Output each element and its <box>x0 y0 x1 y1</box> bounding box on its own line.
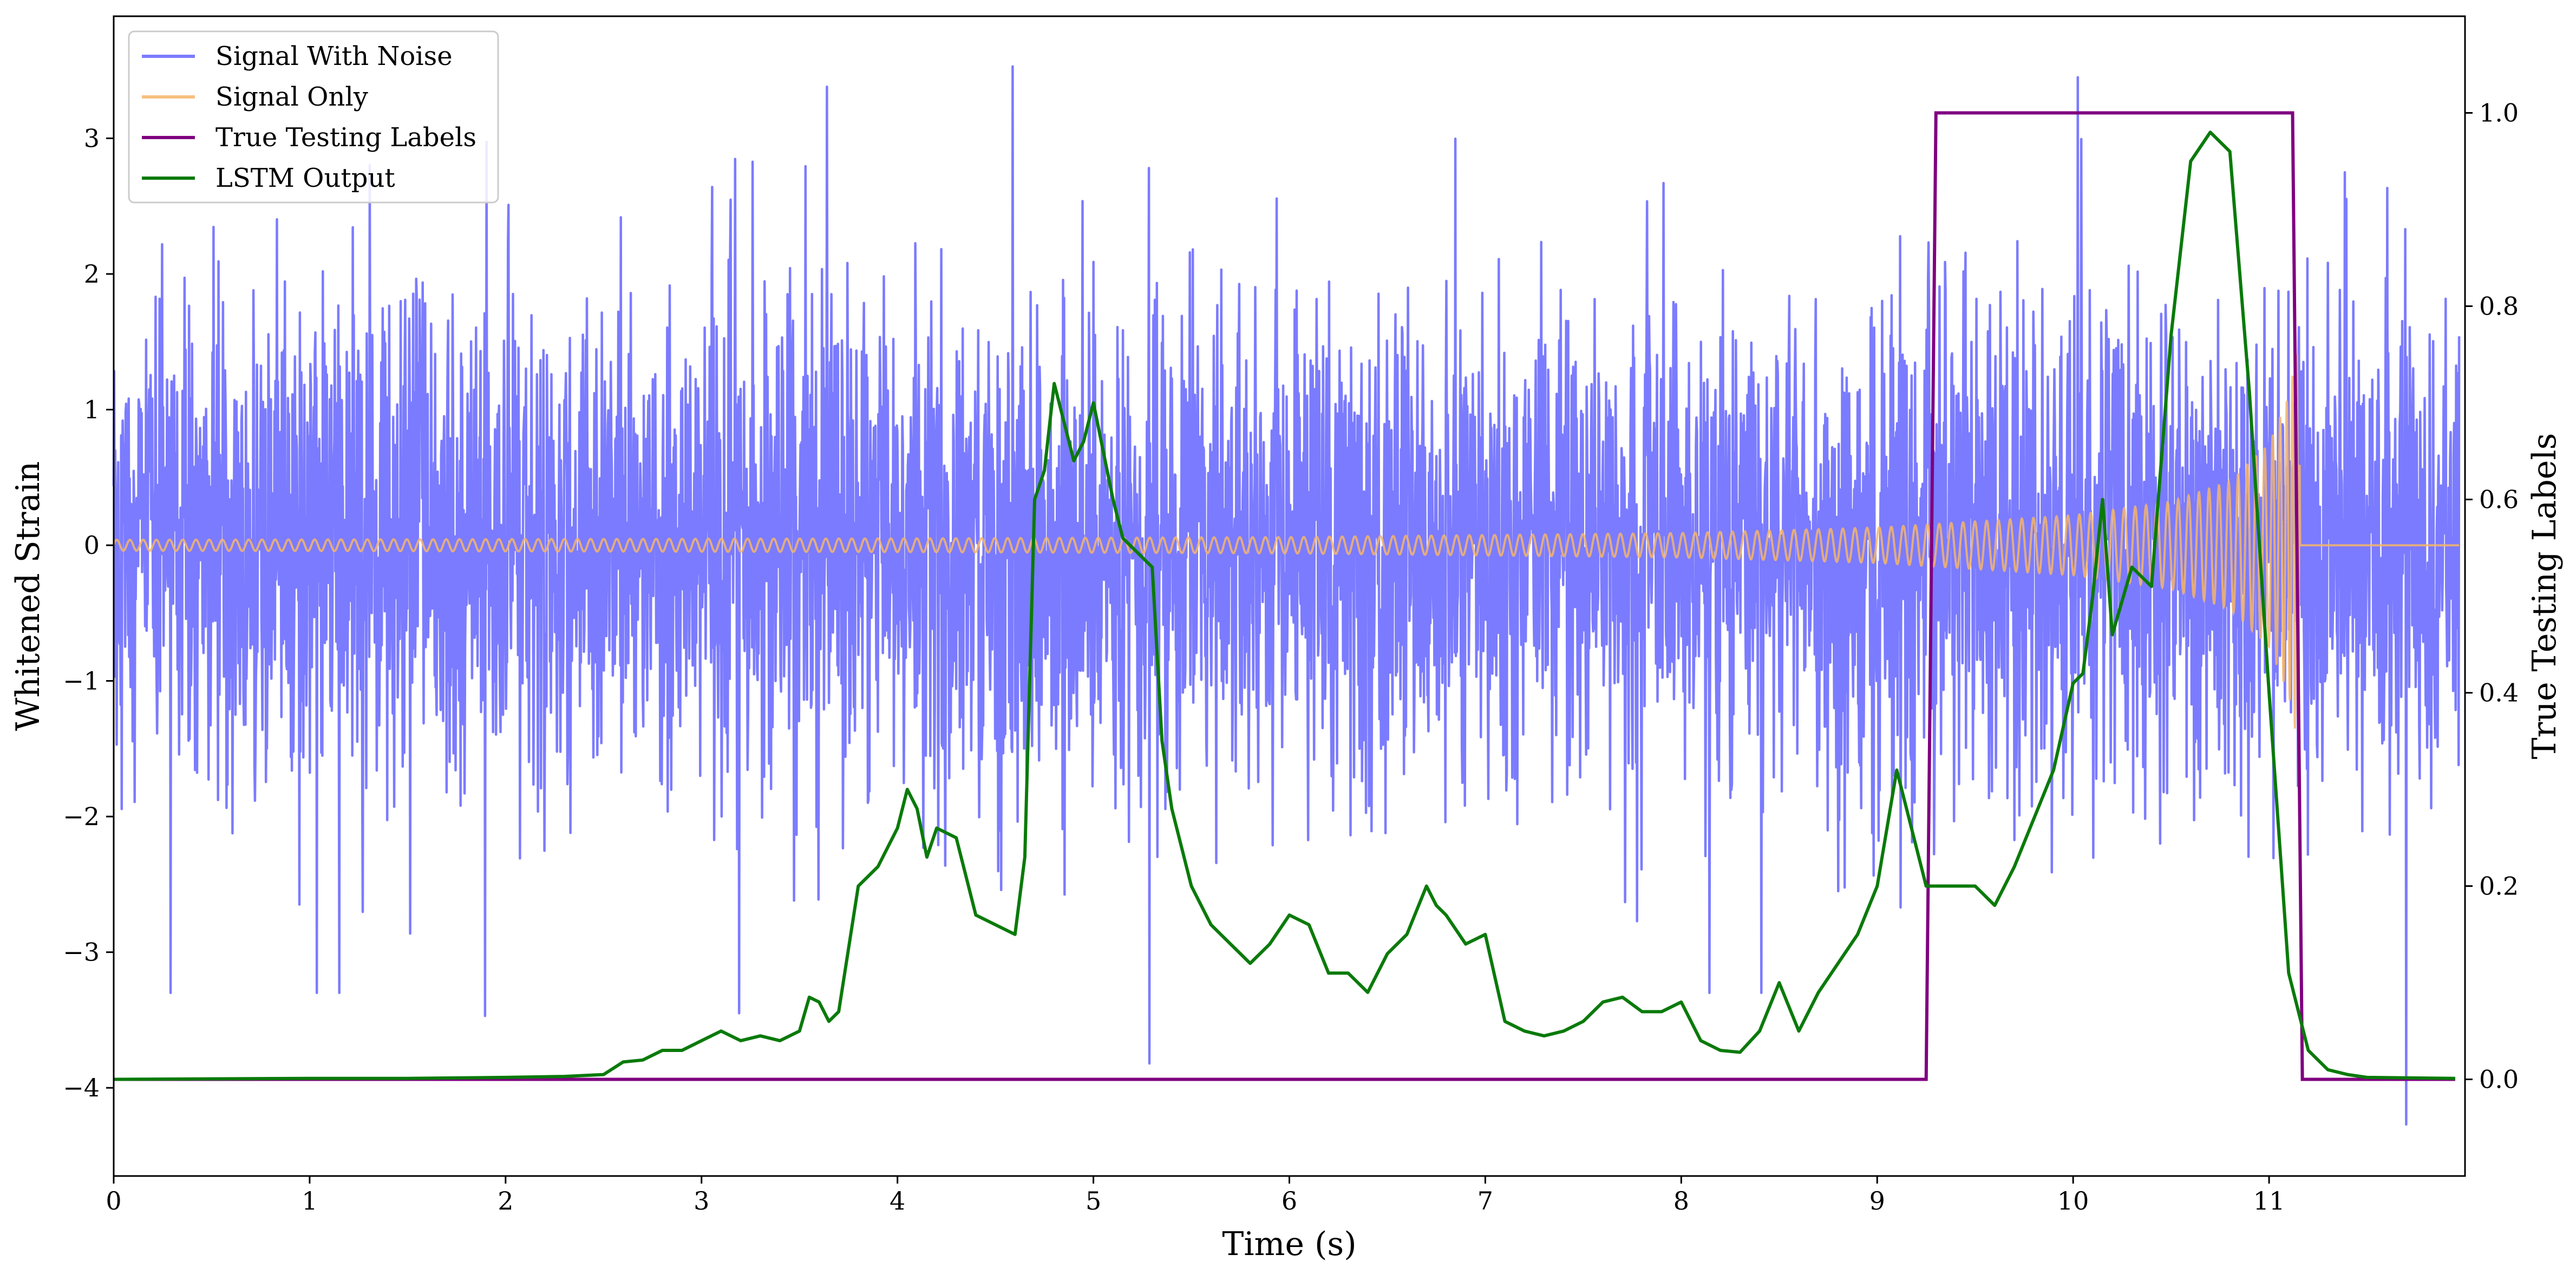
x-tick-label: 8 <box>1673 1186 1689 1216</box>
y-tick-label: −4 <box>63 1073 100 1102</box>
x-tick-label: 3 <box>694 1186 709 1216</box>
x-tick-label: 1 <box>302 1186 317 1216</box>
y2-axis-title: True Testing Labels <box>2526 433 2564 760</box>
signal-only-line <box>113 354 2460 735</box>
x-tick-label: 7 <box>1477 1186 1493 1216</box>
x-tick-label: 5 <box>1086 1186 1101 1216</box>
true-testing-labels-line <box>114 111 2455 1081</box>
true-testing-labels-series <box>114 111 2455 1081</box>
legend-label: Signal Only <box>215 82 368 112</box>
legend-label: Signal With Noise <box>215 41 453 71</box>
y-tick-label: −2 <box>63 802 100 831</box>
x-tick-label: 10 <box>2057 1186 2089 1216</box>
legend-label: True Testing Labels <box>215 122 476 153</box>
y2-tick-label: 0.2 <box>2479 872 2519 901</box>
x-tick-label: 0 <box>106 1186 121 1216</box>
y-tick-label: −3 <box>63 938 100 967</box>
lstm-output-line <box>113 130 2455 1081</box>
lstm-output-series <box>113 130 2455 1081</box>
legend-label: LSTM Output <box>215 163 395 193</box>
legend-box <box>128 30 499 204</box>
y-tick-label: 0 <box>84 531 100 560</box>
signal-only-series <box>113 354 2460 735</box>
x-axis-title: Time (s) <box>1222 1225 1356 1263</box>
signal-with-noise-line <box>112 65 2461 1126</box>
x-tick-label: 4 <box>890 1186 905 1216</box>
y2-tick-label: 1.0 <box>2479 99 2519 128</box>
y-tick-label: 1 <box>84 395 100 424</box>
signal-with-noise-series <box>112 65 2461 1126</box>
y-axis-title: Whitened Strain <box>9 461 47 731</box>
y2-tick-label: 0.6 <box>2479 485 2519 514</box>
axes: 0 1 2 3 4 5 6 7 8 9 10 11 −4 −3 −2 −1 0 1 2 3 0.0 0.2 0.4 0.6 0.… <box>9 15 2564 1263</box>
x-tick-label: 2 <box>498 1186 513 1216</box>
x-tick-label: 9 <box>1869 1186 1885 1216</box>
y2-tick-label: 0.8 <box>2479 292 2519 321</box>
y2-tick-label: 0.4 <box>2479 678 2519 708</box>
y2-tick-label: 0.0 <box>2479 1065 2519 1094</box>
y-tick-label: 3 <box>84 123 100 153</box>
x-tick-label: 6 <box>1282 1186 1297 1216</box>
y-tick-label: −1 <box>63 667 100 696</box>
y-tick-label: 2 <box>84 259 100 289</box>
legend: Signal With Noise Signal Only True Testing… <box>128 30 499 204</box>
x-tick-label: 11 <box>2253 1186 2285 1216</box>
